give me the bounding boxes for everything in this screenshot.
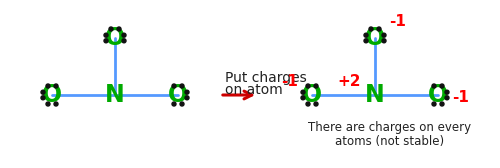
Circle shape — [314, 84, 318, 88]
Circle shape — [109, 27, 113, 31]
Text: on atom: on atom — [225, 83, 283, 97]
Circle shape — [54, 102, 58, 106]
Text: O: O — [428, 83, 448, 107]
Circle shape — [364, 39, 368, 43]
Circle shape — [41, 96, 45, 100]
Text: Put charges: Put charges — [225, 71, 307, 85]
Circle shape — [301, 90, 305, 94]
Text: N: N — [365, 83, 385, 107]
Text: O: O — [302, 83, 322, 107]
Circle shape — [382, 33, 386, 37]
Circle shape — [185, 96, 189, 100]
Circle shape — [382, 39, 386, 43]
Text: atoms (not stable): atoms (not stable) — [336, 136, 444, 149]
Text: -1: -1 — [389, 14, 406, 30]
Circle shape — [172, 102, 176, 106]
Circle shape — [432, 102, 436, 106]
Text: N: N — [105, 83, 125, 107]
Circle shape — [445, 96, 449, 100]
Text: O: O — [168, 83, 188, 107]
Text: O: O — [105, 26, 125, 50]
Circle shape — [41, 90, 45, 94]
Circle shape — [445, 90, 449, 94]
Circle shape — [180, 84, 184, 88]
Text: -1: -1 — [452, 90, 469, 104]
Circle shape — [306, 102, 310, 106]
Circle shape — [46, 102, 50, 106]
Circle shape — [364, 33, 368, 37]
Circle shape — [314, 102, 318, 106]
Circle shape — [104, 39, 108, 43]
Circle shape — [377, 27, 381, 31]
Circle shape — [369, 27, 373, 31]
Circle shape — [104, 33, 108, 37]
Text: O: O — [42, 83, 62, 107]
Circle shape — [46, 84, 50, 88]
Circle shape — [180, 102, 184, 106]
Text: +2: +2 — [338, 74, 361, 89]
Circle shape — [440, 102, 444, 106]
Text: O: O — [365, 26, 385, 50]
Text: -1: -1 — [281, 74, 298, 89]
Circle shape — [54, 84, 58, 88]
Text: There are charges on every: There are charges on every — [308, 121, 472, 135]
Circle shape — [440, 84, 444, 88]
Circle shape — [432, 84, 436, 88]
Circle shape — [306, 84, 310, 88]
Circle shape — [185, 90, 189, 94]
Circle shape — [117, 27, 121, 31]
Circle shape — [122, 33, 126, 37]
Circle shape — [301, 96, 305, 100]
Circle shape — [122, 39, 126, 43]
Circle shape — [172, 84, 176, 88]
